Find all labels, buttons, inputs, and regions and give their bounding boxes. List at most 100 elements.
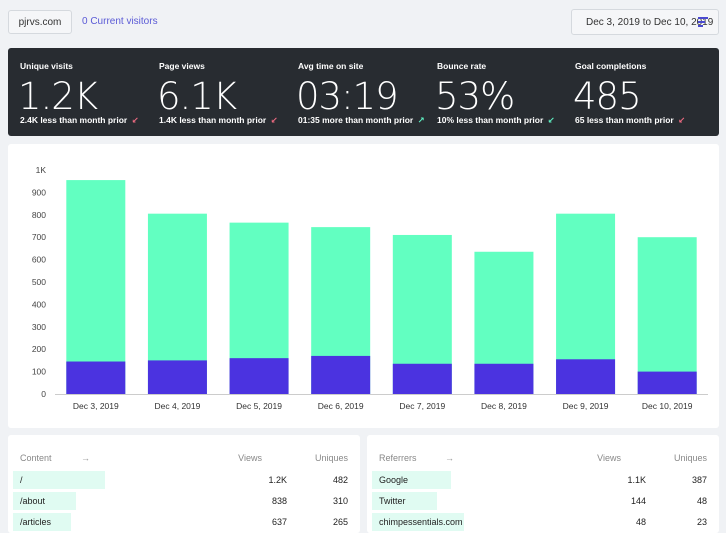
col-uniques: Uniques [673,453,707,463]
y-tick-label: 700 [32,232,46,242]
row-views: 48 [635,517,646,527]
x-tick-label: Dec 10, 2019 [642,401,693,411]
bar-visitors[interactable] [66,361,126,394]
share-bar [13,471,105,489]
y-tick-label: 800 [32,210,46,220]
col-uniques: Uniques [314,453,348,463]
x-tick-label: Dec 7, 2019 [399,401,445,411]
current-visitors-link[interactable]: 0 Current visitors [82,16,158,27]
row-views: 1.2K [268,475,287,485]
x-tick-label: Dec 9, 2019 [563,401,609,411]
content-table: Content → Views Uniques / 1.2K 482/about 83… [8,435,360,533]
row-uniques: 310 [332,496,348,506]
table-header: Content → Views Uniques [8,453,360,467]
arrow-down-icon: ↙ [678,115,686,125]
stat-value: 1.2K [18,75,98,118]
stat-change: 2.4K less than month prior ↙ [20,115,139,125]
y-tick-label: 1K [36,165,47,175]
row-uniques: 387 [691,475,707,485]
row-name: / [20,475,23,485]
stat-change: 01:35 more than month prior ↗ [298,115,425,125]
stat-change: 1.4K less than month prior ↙ [159,115,278,125]
row-name: /articles [20,517,52,527]
table-row[interactable]: Twitter 144 48 [367,492,719,510]
bar-pageviews[interactable] [637,237,697,394]
x-tick-label: Dec 4, 2019 [155,401,201,411]
col-views: Views [238,453,262,463]
arrow-up-icon: ↗ [417,115,425,125]
col-views: Views [597,453,621,463]
y-tick-label: 400 [32,299,46,309]
row-views: 1.1K [627,475,646,485]
stat-value: 03:19 [296,75,399,118]
row-views: 838 [271,496,287,506]
arrow-right-icon[interactable]: → [81,453,90,463]
row-views: 637 [271,517,287,527]
row-views: 144 [630,496,646,506]
table-row[interactable]: /articles 637 265 [8,513,360,531]
y-tick-label: 100 [32,367,46,377]
stat-label: Page views [159,61,205,71]
row-name: Twitter [379,496,406,506]
y-tick-label: 900 [32,187,46,197]
bar-visitors[interactable] [229,358,289,394]
row-name: /about [20,496,46,506]
stat-value: 485 [573,75,642,118]
stat-label: Unique visits [20,61,73,71]
row-name: chimpessentials.com [379,517,463,527]
row-uniques: 48 [696,496,707,506]
x-tick-label: Dec 3, 2019 [73,401,119,411]
stat-change: 65 less than month prior ↙ [575,115,686,125]
stat-value: 53% [435,75,515,118]
bar-chart: 0 100 200 300 400 500 600 700 800 900 1K Dec 3, 201… [32,165,708,411]
col-content: Content [20,453,52,463]
date-range-label: Dec 3, 2019 to Dec 10, 2019 [586,16,714,28]
x-tick-label: Dec 5, 2019 [236,401,282,411]
table-row[interactable]: chimpessentials.com 48 23 [367,513,719,531]
table-row[interactable]: Google 1.1K 387 [367,471,719,489]
y-tick-label: 500 [32,277,46,287]
table-row[interactable]: /about 838 310 [8,492,360,510]
bar-visitors[interactable] [311,355,371,394]
y-tick-label: 600 [32,255,46,265]
y-tick-label: 200 [32,344,46,354]
x-tick-label: Dec 8, 2019 [481,401,527,411]
row-uniques: 265 [332,517,348,527]
stat-label: Goal completions [575,61,647,71]
table-row[interactable]: / 1.2K 482 [8,471,360,489]
date-range-picker[interactable]: Dec 3, 2019 to Dec 10, 2019 [571,9,719,35]
table-header: Referrers → Views Uniques [367,453,719,467]
arrow-down-icon: ↙ [131,115,139,125]
bar-visitors[interactable] [556,359,616,394]
bar-visitors[interactable] [474,363,534,394]
row-uniques: 482 [332,475,348,485]
arrow-down-icon: ↙ [270,115,278,125]
stat-label: Bounce rate [437,61,487,71]
share-bar [372,471,451,489]
col-referrers: Referrers [379,453,417,463]
share-bar [13,492,76,510]
bar-visitors[interactable] [637,371,697,394]
share-bar [372,492,437,510]
row-name: Google [379,475,409,485]
stat-label: Avg time on site [298,61,364,71]
share-bar [13,513,71,531]
bar-pageviews[interactable] [66,180,126,394]
bar-visitors[interactable] [392,363,452,394]
filter-menu-icon[interactable] [698,17,708,27]
referrers-table: Referrers → Views Uniques Google 1.1K 387 T… [367,435,719,533]
share-bar [372,513,464,531]
bar-visitors[interactable] [147,360,207,394]
chart-panel: 0 100 200 300 400 500 600 700 800 900 1K Dec 3, 201… [8,144,719,428]
arrow-right-icon[interactable]: → [445,453,454,463]
stat-value: 6.1K [157,75,237,118]
y-tick-label: 300 [32,322,46,332]
site-selector-button[interactable]: pjrvs.com [8,10,72,34]
y-tick-label: 0 [41,389,46,399]
row-uniques: 23 [696,517,707,527]
arrow-down-icon: ↙ [547,115,555,125]
x-tick-label: Dec 6, 2019 [318,401,364,411]
top-bar: pjrvs.com 0 Current visitors Dec 3, 2019… [0,0,726,44]
stats-panel: Unique visits 1.2K 2.4K less than month … [8,48,719,136]
stat-change: 10% less than month prior ↙ [437,115,555,125]
